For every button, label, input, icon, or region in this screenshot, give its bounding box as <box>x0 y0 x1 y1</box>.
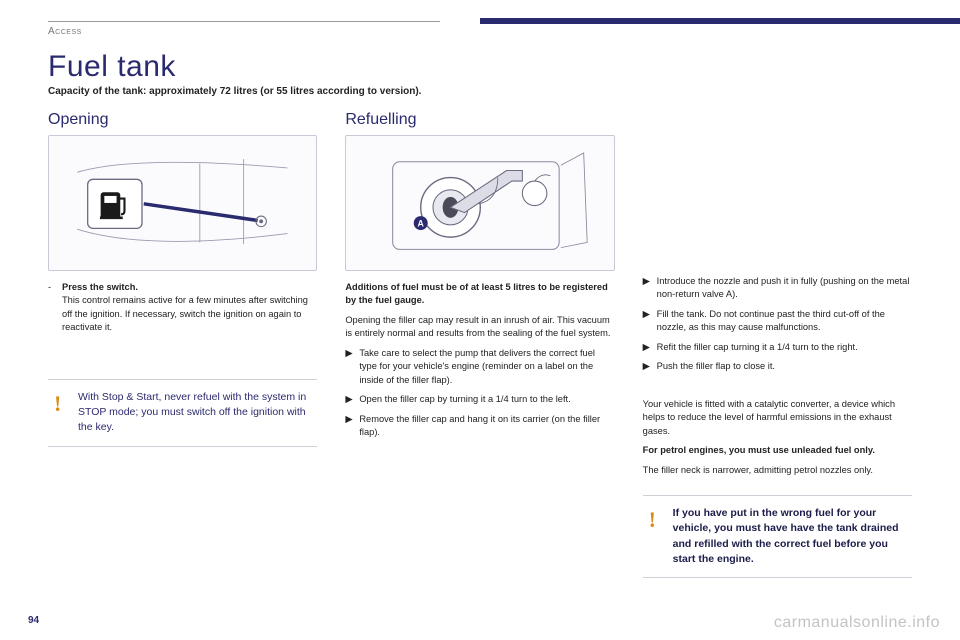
opening-step: -Press the switch. This control remains … <box>48 281 317 335</box>
right-b1: ▶Introduce the nozzle and push it in ful… <box>643 275 912 302</box>
figure-opening <box>48 135 317 271</box>
right-b4-text: Push the filler flap to close it. <box>657 361 775 371</box>
callout-wrong-fuel-text: If you have put in the wrong fuel for yo… <box>673 507 899 565</box>
opening-body: -Press the switch. This control remains … <box>48 281 317 335</box>
top-rule <box>0 18 960 24</box>
warning-icon: ! <box>54 388 61 420</box>
arrow-mark: ▶ <box>643 360 657 373</box>
dash-mark: - <box>48 281 62 294</box>
callout-stop-start: ! With Stop & Start, never refuel with t… <box>48 379 317 447</box>
right-b3-text: Refit the filler cap turning it a 1/4 tu… <box>657 342 858 352</box>
arrow-mark: ▶ <box>643 341 657 354</box>
top-rule-right <box>480 18 960 24</box>
figure-refuelling: A <box>345 135 614 271</box>
arrow-mark: ▶ <box>643 275 657 288</box>
right-b2-text: Fill the tank. Do not continue past the … <box>657 309 885 332</box>
manual-page: Access Fuel tank Capacity of the tank: a… <box>0 0 960 640</box>
page-subtitle: Capacity of the tank: approximately 72 l… <box>48 86 912 97</box>
right-b1-text: Introduce the nozzle and push it in full… <box>657 276 910 299</box>
arrow-mark: ▶ <box>345 347 359 360</box>
heading-refuelling: Refuelling <box>345 111 614 129</box>
callout-wrong-fuel: ! If you have put in the wrong fuel for … <box>643 495 912 578</box>
refuel-b1-text: Take care to select the pump that delive… <box>359 348 595 385</box>
heading-opening: Opening <box>48 111 317 129</box>
refuel-b2: ▶Open the filler cap by turning it a 1/4… <box>345 393 614 406</box>
right-p3: The filler neck is narrower, admitting p… <box>643 464 912 477</box>
svg-text:A: A <box>417 219 424 229</box>
page-title: Fuel tank <box>48 50 912 84</box>
top-rule-left <box>48 21 440 22</box>
col3-spacer <box>643 111 912 275</box>
watermark: carmanualsonline.info <box>774 614 940 632</box>
right-p2: For petrol engines, you must use unleade… <box>643 444 912 457</box>
arrow-mark: ▶ <box>345 413 359 426</box>
content-columns: Opening <box>48 111 912 578</box>
callout-stop-start-text: With Stop & Start, never refuel with the… <box>78 391 306 433</box>
arrow-mark: ▶ <box>643 308 657 321</box>
refuel-p2: Opening the filler cap may result in an … <box>345 314 614 341</box>
section-label: Access <box>48 26 82 37</box>
right-b2: ▶Fill the tank. Do not continue past the… <box>643 308 912 335</box>
fuel-switch-illustration <box>62 146 303 260</box>
column-right: ▶Introduce the nozzle and push it in ful… <box>643 111 912 578</box>
opening-step-rest: This control remains active for a few mi… <box>62 295 308 332</box>
column-opening: Opening <box>48 111 317 578</box>
refuel-b3: ▶Remove the filler cap and hang it on it… <box>345 413 614 440</box>
page-number: 94 <box>28 615 39 626</box>
refuelling-body: Additions of fuel must be of at least 5 … <box>345 281 614 440</box>
fuel-flap-illustration: A <box>360 146 601 260</box>
right-p1: Your vehicle is fitted with a catalytic … <box>643 398 912 438</box>
arrow-mark: ▶ <box>345 393 359 406</box>
column-refuelling: Refuelling A <box>345 111 614 578</box>
right-b3: ▶Refit the filler cap turning it a 1/4 t… <box>643 341 912 354</box>
right-b4: ▶Push the filler flap to close it. <box>643 360 912 373</box>
refuel-b3-text: Remove the filler cap and hang it on its… <box>359 414 600 437</box>
warning-icon: ! <box>649 504 656 536</box>
opening-step-bold: Press the switch. <box>62 282 138 292</box>
refuel-b1: ▶Take care to select the pump that deliv… <box>345 347 614 387</box>
refuel-b2-text: Open the filler cap by turning it a 1/4 … <box>359 394 570 404</box>
right-body: ▶Introduce the nozzle and push it in ful… <box>643 275 912 477</box>
refuel-p1: Additions of fuel must be of at least 5 … <box>345 281 614 308</box>
